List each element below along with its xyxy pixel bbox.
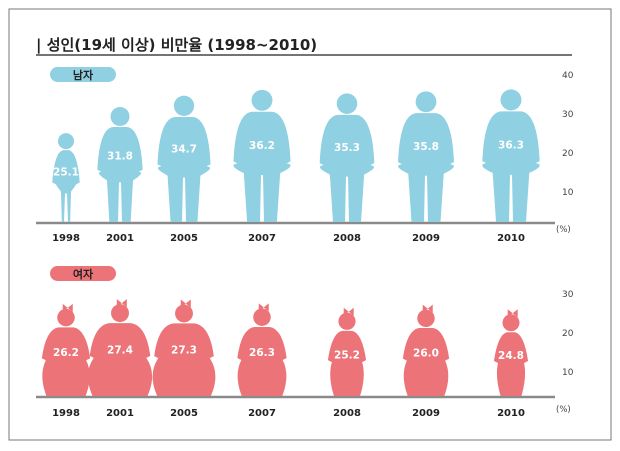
male-figure-2001: 31.8 [97,106,143,222]
male-body [319,114,375,222]
female-figure-2005: 27.3 [152,299,216,396]
male-head [500,89,522,111]
chart-title: | 성인(19세 이상) 비만율 (1998~2010) [36,36,317,55]
female-head [253,308,271,326]
male-category-label: 2005 [170,233,198,244]
female-body [237,326,287,396]
male-category-label: 2010 [497,233,525,244]
male-series-label: 남자 [73,68,94,82]
female-ytick: 30 [562,290,574,300]
female-body [87,323,153,396]
female-panel: 여자 10 20 30 (%) 26.2 1998 27.4 2001 27.3 2005 26.3 2… [36,266,574,419]
male-figure-2010: 36.3 [482,89,540,222]
female-value-label: 27.3 [171,345,197,357]
female-bow-icon [62,303,73,312]
female-category-label: 2007 [248,408,276,419]
male-head [251,89,273,111]
female-value-label: 26.3 [249,347,275,359]
male-value-label: 35.8 [413,141,439,153]
female-label-pill [50,266,116,281]
female-category-label: 2008 [333,408,361,419]
male-body [52,150,80,222]
female-figure-2010: 24.8 [493,309,529,396]
female-bow-icon [180,299,191,308]
male-figure-2008: 35.3 [319,93,375,222]
female-head [111,304,129,323]
female-category-label: 2009 [412,408,440,419]
female-ytick: 20 [562,329,574,339]
female-bow-icon [116,299,127,308]
male-body [157,116,211,222]
male-panel: 남자 10 20 30 40 (%) 25.1 1998 31.8 2001 34.7 2005 36.… [36,67,574,244]
female-head [57,308,75,327]
male-category-label: 2008 [333,233,361,244]
female-head [502,314,520,332]
male-category-label: 2007 [248,233,276,244]
female-series-label: 여자 [73,267,94,281]
male-figure-2005: 34.7 [157,95,211,222]
male-body [482,111,540,222]
female-unit-label: (%) [556,405,571,415]
male-category-label: 2009 [412,233,440,244]
male-unit-label: (%) [556,225,571,235]
female-figure-1998: 26.2 [41,303,91,396]
male-head [110,106,130,126]
female-value-label: 25.2 [334,349,360,361]
female-value-label: 26.2 [53,347,79,359]
male-figure-2007: 36.2 [233,89,291,222]
female-figure-2001: 27.4 [87,299,153,396]
female-category-label: 2005 [170,408,198,419]
female-value-label: 26.0 [413,348,439,360]
male-ytick: 20 [562,149,574,159]
male-value-label: 34.7 [171,143,197,155]
male-value-label: 36.3 [498,140,524,152]
male-figure-1998: 25.1 [52,133,80,222]
female-value-label: 27.4 [107,344,133,356]
male-category-label: 2001 [106,233,134,244]
male-body [233,111,291,222]
female-bow-icon [422,304,433,313]
female-figure-2009: 26.0 [402,304,450,396]
male-head [173,95,195,116]
female-body [41,327,91,396]
female-head [175,304,193,323]
female-body [327,330,367,396]
female-head [338,312,356,330]
male-head [415,91,437,113]
female-ytick: 10 [562,368,574,378]
female-bow-icon [258,303,269,312]
male-ytick: 30 [562,110,574,120]
male-value-label: 31.8 [107,150,133,162]
male-ytick: 10 [562,188,574,198]
female-bow-icon [507,309,518,318]
male-category-label: 1998 [52,233,80,244]
male-value-label: 36.2 [249,140,275,152]
female-bow-icon [343,307,354,316]
female-value-label: 24.8 [498,350,524,362]
male-label-pill [50,67,116,82]
female-figure-2008: 25.2 [327,307,367,396]
male-body [97,126,143,222]
female-category-label: 2010 [497,408,525,419]
female-body [402,328,450,396]
female-category-label: 1998 [52,408,80,419]
male-head [336,93,358,114]
male-figure-2009: 35.8 [398,91,454,222]
female-category-label: 2001 [106,408,134,419]
male-head [57,133,75,150]
female-body [152,323,216,396]
male-value-label: 25.1 [53,167,79,179]
male-ytick: 40 [562,71,574,81]
male-value-label: 35.3 [334,142,360,154]
female-figure-2007: 26.3 [237,303,287,396]
female-head [417,309,435,328]
female-body [493,332,529,396]
male-body [398,113,454,222]
